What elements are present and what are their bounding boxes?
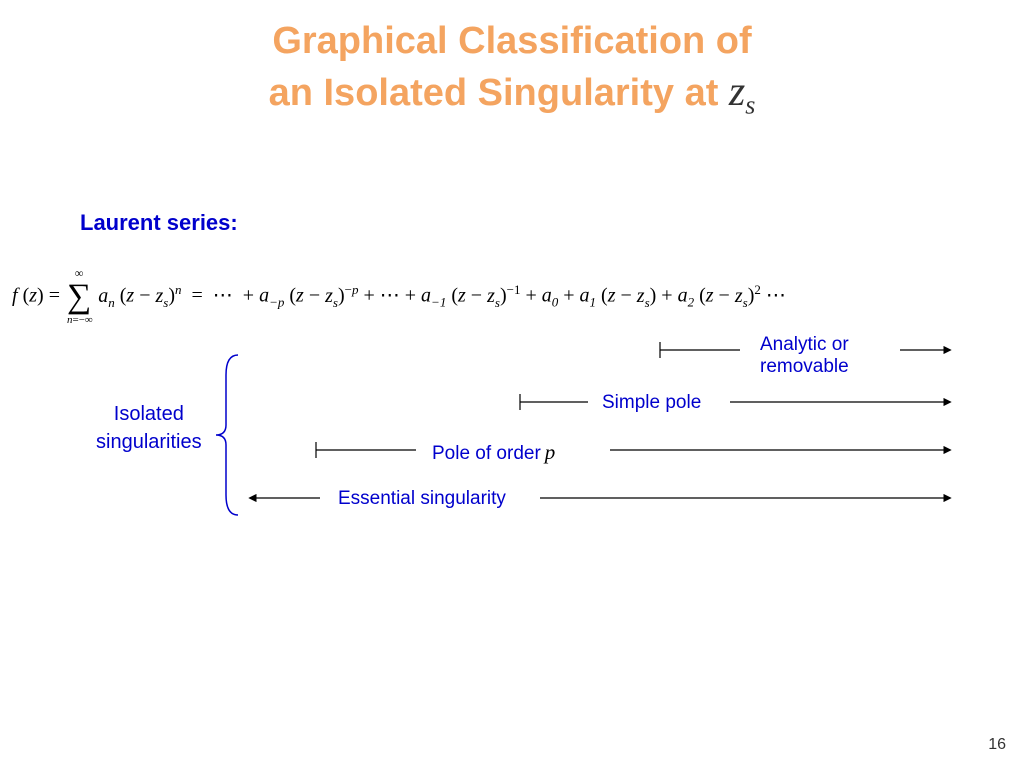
section-label: Laurent series: [80, 210, 238, 236]
brace-icon [216, 355, 238, 515]
label-analytic: Analytic or removable [760, 334, 890, 378]
label-simple-pole: Simple pole [602, 392, 701, 414]
isolated-label: Isolated singularities [96, 400, 202, 456]
isolated-line1: Isolated [114, 403, 184, 425]
label-pole-order: Pole of orderp [432, 440, 555, 465]
page-number: 16 [988, 736, 1006, 754]
title-line2-prefix: an Isolated Singularity at [269, 72, 729, 114]
slide-title: Graphical Classification of an Isolated … [0, 0, 1024, 122]
title-var-sub: s [745, 90, 755, 119]
isolated-line2: singularities [96, 431, 202, 453]
title-var: z [729, 69, 745, 115]
laurent-formula: f (z) = ∞ ∑ n=−∞ an (z − zs)n = ⋯ + a−p … [12, 280, 786, 314]
title-line1: Graphical Classification of [272, 20, 751, 62]
label-essential: Essential singularity [338, 488, 506, 510]
